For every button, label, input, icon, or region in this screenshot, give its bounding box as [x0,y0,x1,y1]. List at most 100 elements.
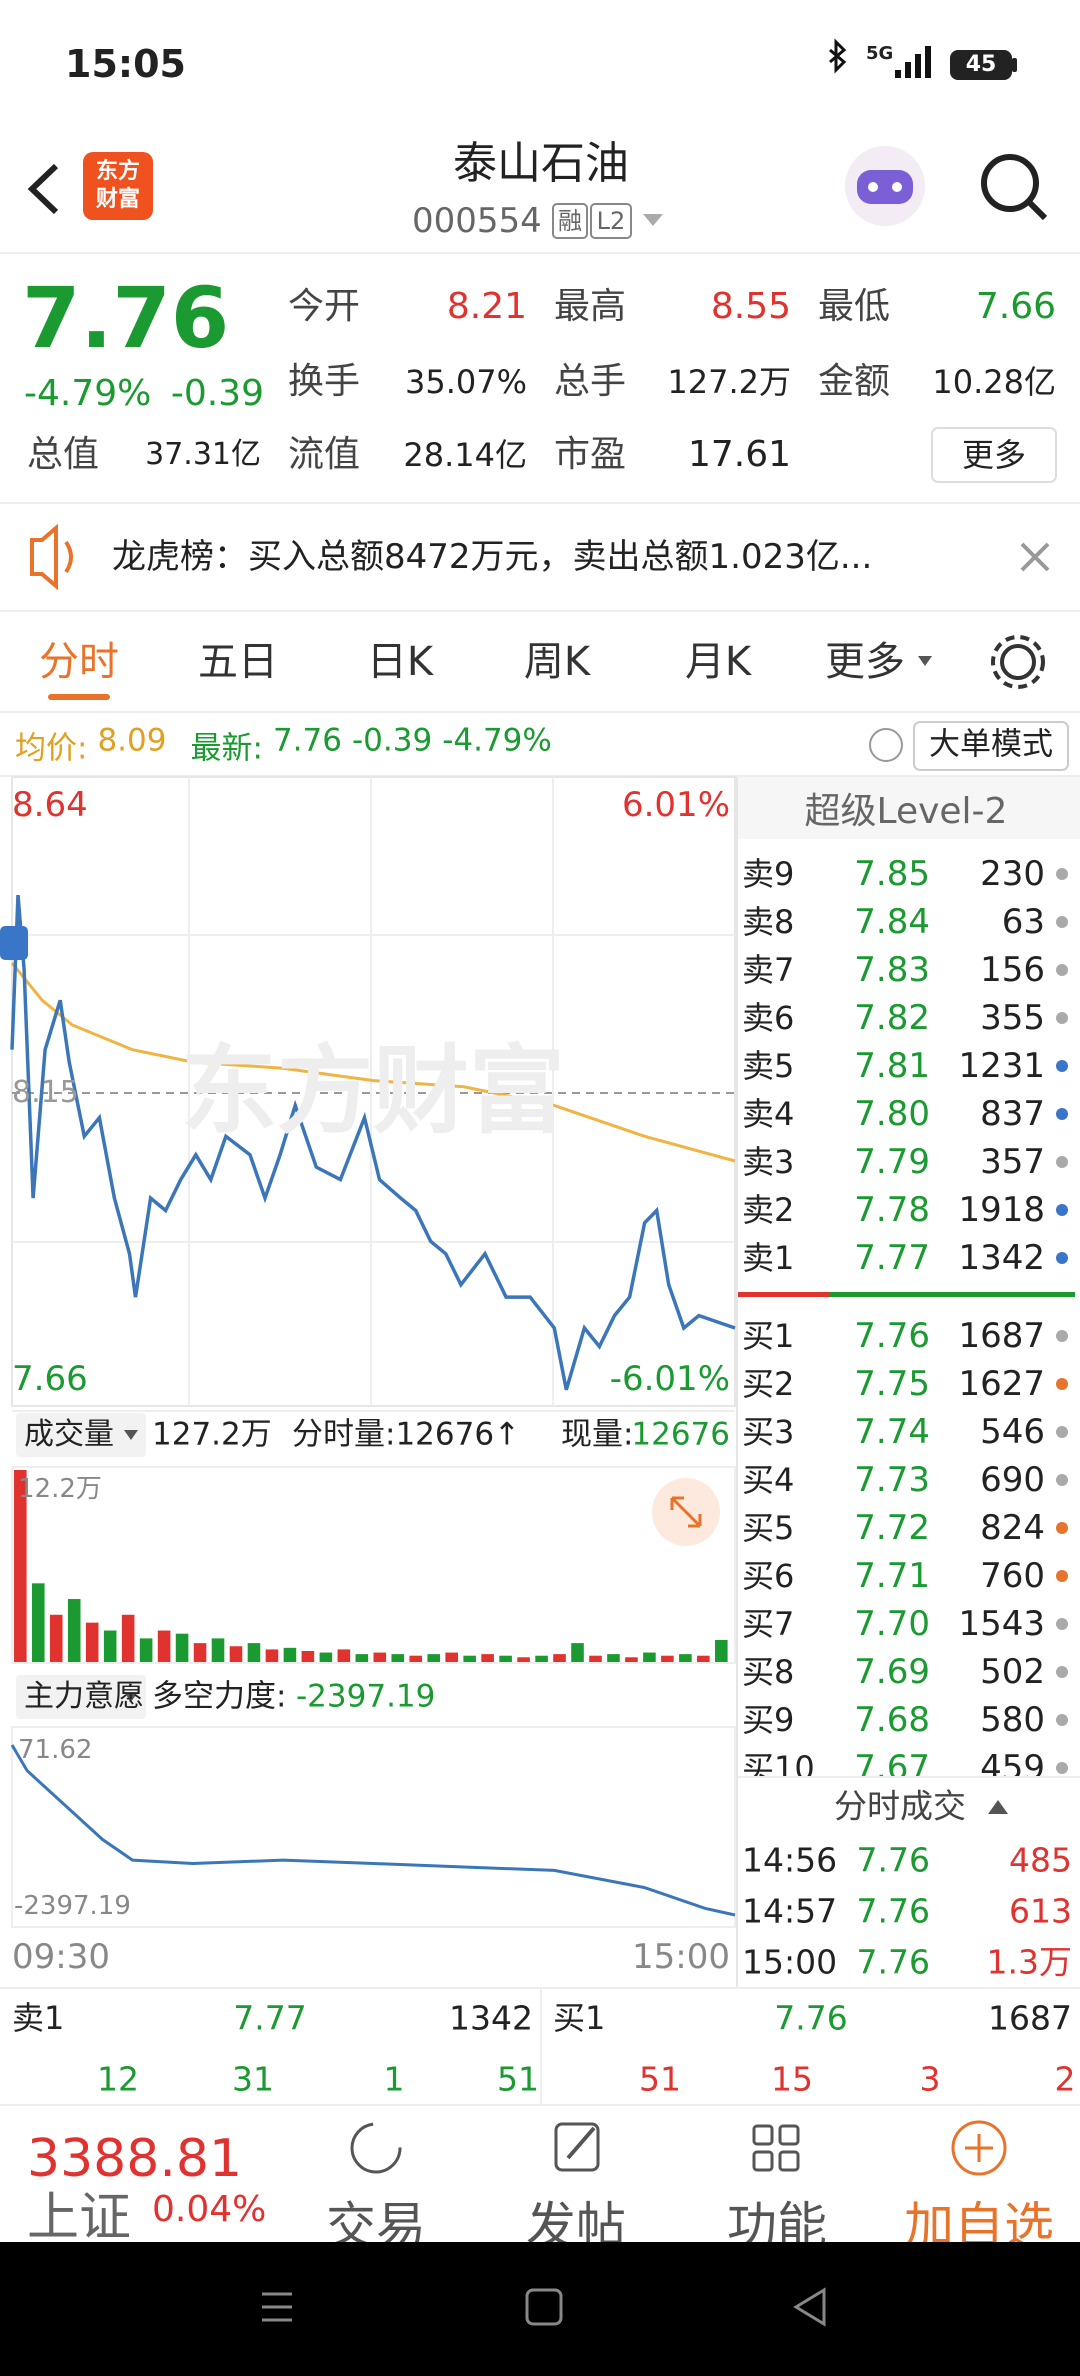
info-row: 均价: 8.09 最新: 7.76 -0.39 -4.79% [15,723,552,768]
tab[interactable]: 月K [684,639,752,685]
back-icon[interactable] [27,163,59,215]
add-icon[interactable] [951,2120,1007,2176]
stat-value: 17.61 [687,434,791,475]
divider [12,1410,735,1412]
help-icon[interactable] [869,728,903,762]
book-dot [1056,1378,1068,1390]
tab[interactable]: 更多 [825,639,905,685]
volume-frame [11,1466,736,1664]
divider [0,252,1080,254]
func-icon [778,2150,800,2172]
pct-max-label: 6.01% [621,785,730,825]
volume-bar [139,1638,153,1662]
dropdown-box[interactable] [16,1675,146,1719]
trade-time: 15:00 [742,1942,838,1982]
banner-text[interactable]: 龙虎榜：买入总额8472万元，卖出总额1.023亿... [112,537,873,577]
book-label: 买3 [742,1413,795,1451]
battery [950,50,1012,80]
volume-bar [571,1643,584,1662]
book-dot [1056,1330,1068,1342]
info-text: -0.39 [351,722,433,759]
bq-volume: 1687 [988,1998,1072,2038]
marker [0,926,28,960]
dropdown-box[interactable] [16,1413,146,1457]
dropdown-icon[interactable] [918,656,932,666]
dropdown-icon[interactable] [643,214,663,226]
book-dot [1056,1252,1068,1264]
book-label: 卖2 [742,1191,795,1229]
stat-value: 8.21 [446,286,527,327]
volume-bar [265,1649,279,1662]
info-text: 均价: [15,730,88,767]
stat-value: 8.55 [710,286,791,327]
more-button[interactable] [931,427,1057,483]
book-price: 7.84 [854,902,930,942]
speaker-wave [64,540,73,574]
y-min-label: 7.66 [12,1359,88,1399]
more-button-text[interactable]: 更多 [961,436,1027,474]
book-dot [1056,1204,1068,1216]
divider [0,1987,1080,1989]
volume-max-label: 12.2万 [18,1474,102,1504]
trade-time: 14:57 [742,1891,838,1931]
sort-icon[interactable] [988,1800,1008,1814]
book-dot [1056,868,1068,880]
book-volume: 580 [980,1700,1045,1740]
speaker-icon [30,523,58,591]
tab[interactable]: 五日 [198,639,278,685]
volume-bar [553,1654,566,1662]
volume-now-label: 现量: [561,1416,634,1453]
post-icon[interactable] [554,2122,600,2172]
force-label[interactable]: 主力意愿 [24,1679,144,1714]
trade-price: 7.76 [856,1840,930,1880]
battery-level: 45 [965,52,997,77]
ask-bid-divider [830,1292,1075,1297]
logo [83,152,153,220]
settings-icon[interactable] [1000,644,1036,680]
trade-icon[interactable] [350,2122,402,2174]
book-label: 买2 [742,1365,795,1403]
tab[interactable]: 分时 [39,639,119,685]
book-volume: 156 [980,950,1045,990]
close-icon[interactable] [1020,542,1050,572]
book-dot [1056,1108,1068,1120]
status-time: 15:05 [65,42,186,86]
tab[interactable]: 日K [366,639,434,685]
stat-label: 流值 [288,434,361,475]
index-value[interactable]: 3388.81 [27,2129,243,2189]
force-desc: -2397.19 [296,1678,436,1715]
bq-label: 买1 [553,1999,606,2037]
mode-button-text[interactable]: 大单模式 [929,726,1053,763]
change: -0.39 [170,373,264,414]
back-key[interactable] [793,2287,826,2327]
func-icon[interactable] [752,2124,774,2146]
badge: L2 [596,207,626,235]
bq-count: 51 [639,2059,681,2099]
level2-book: 卖9 7.85 230 卖8 7.84 63 卖7 7.83 156 卖6 7.82 355 卖5 7.8… [738,840,1080,1776]
chart-frame [11,776,736,1407]
book-volume: 824 [980,1508,1045,1548]
signal-bar [895,70,901,78]
volume-label[interactable]: 成交量 [24,1417,114,1452]
mode-button[interactable] [913,721,1069,771]
stat-value: 28.14亿 [403,436,527,474]
book-volume: 837 [980,1094,1045,1134]
robot-face [857,170,913,204]
volume-bar [499,1655,512,1662]
price: 7.76 [22,269,230,367]
book-price: 7.72 [854,1508,930,1548]
stat-label: 最低 [818,286,891,327]
force-frame [11,1726,736,1928]
menu-key[interactable] [262,2292,292,2322]
search-icon[interactable] [981,154,1039,212]
book-volume: 502 [980,1652,1045,1692]
volume-now: 12676 [631,1416,730,1453]
volume-bar [715,1639,728,1662]
home-key[interactable] [525,2288,563,2326]
tab[interactable]: 周K [523,639,591,685]
bq-count: 2 [1054,2059,1076,2099]
book-label: 买4 [742,1461,795,1499]
volume-bar [679,1654,692,1662]
volume-bar [445,1652,458,1662]
